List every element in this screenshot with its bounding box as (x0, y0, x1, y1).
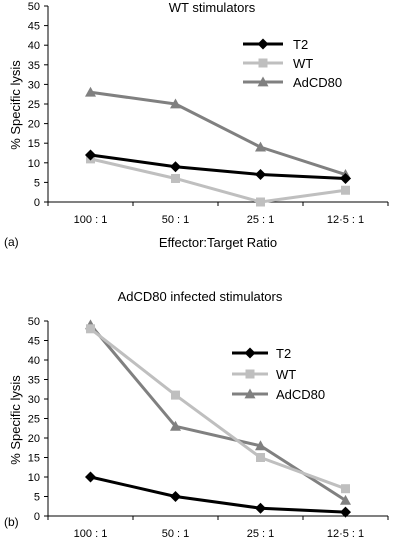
data-point-wt (341, 484, 350, 494)
y-tick-label: 20 (28, 119, 40, 131)
legend-label: T2 (293, 37, 308, 52)
legend-marker (258, 58, 268, 68)
legend-marker (257, 76, 269, 87)
y-tick-label: 35 (28, 375, 40, 387)
x-tick-label: 12·5 : 1 (327, 214, 364, 226)
y-tick-label: 45 (28, 336, 40, 348)
data-point-wt (341, 185, 350, 195)
data-point-adcd80 (255, 141, 266, 152)
data-point-adcd80 (340, 494, 351, 505)
x-tick-label: 100 : 1 (74, 528, 108, 537)
y-tick-label: 35 (28, 60, 40, 72)
y-tick-label: 30 (28, 394, 40, 406)
data-point-t2 (170, 491, 181, 502)
data-point-adcd80 (85, 86, 96, 97)
data-point-wt (256, 453, 265, 462)
legend-label: T2 (276, 346, 291, 361)
chart-1: 0 5 10 15 20 25 30 35 40 45 50 100 : 1 50 : 1 25 : 1 1… (4, 289, 389, 537)
data-point-wt (86, 324, 95, 334)
x-tick-label: 25 : 1 (247, 528, 275, 537)
data-point-wt (256, 197, 265, 207)
panel-label: (a) (4, 235, 19, 249)
chart-title: WT stimulators (169, 0, 256, 15)
series-line-t2 (90, 153, 346, 180)
legend-marker (245, 369, 255, 379)
y-tick-label: 50 (28, 1, 40, 13)
y-tick-label: 15 (28, 453, 40, 465)
data-point-adcd80 (255, 440, 266, 451)
data-point-t2 (340, 172, 351, 184)
legend-label: AdCD80 (293, 75, 342, 90)
y-tick-label: 40 (28, 40, 40, 52)
legend-marker (244, 388, 256, 399)
series-line-t2 (90, 475, 346, 514)
panel-label: (b) (4, 515, 19, 529)
data-point-t2 (170, 161, 181, 173)
data-point-t2 (255, 169, 266, 181)
x-tick-label: 50 : 1 (162, 528, 190, 537)
y-tick-label: 10 (28, 472, 40, 484)
legend-marker (257, 38, 269, 50)
y-tick-label: 40 (28, 355, 40, 367)
x-tick-label: 50 : 1 (162, 214, 190, 226)
legend-label: WT (293, 56, 313, 71)
data-point-wt (171, 173, 180, 183)
data-point-t2 (255, 502, 266, 514)
series-line-adcd80 (90, 90, 346, 176)
x-axis-label: Effector:Target Ratio (159, 235, 277, 250)
y-tick-label: 25 (28, 99, 40, 111)
legend-label: WT (276, 367, 296, 382)
y-tick-label: 15 (28, 138, 40, 150)
y-tick-label: 0 (34, 511, 40, 523)
x-tick-label: 25 : 1 (247, 214, 275, 226)
data-point-t2 (85, 471, 96, 483)
y-tick-label: 25 (28, 414, 40, 426)
data-point-t2 (85, 149, 96, 161)
chart-0: 0 5 10 15 20 25 30 35 40 45 50 100 : 1 50 : 1 25 : 1 1… (4, 0, 389, 250)
y-tick-label: 5 (34, 177, 40, 189)
series-line-wt (89, 327, 347, 491)
data-point-adcd80 (170, 98, 181, 109)
x-tick-label: 12·5 : 1 (327, 528, 364, 537)
y-tick-label: 20 (28, 433, 40, 445)
chart-title: AdCD80 infected stimulators (118, 289, 283, 304)
y-tick-label: 30 (28, 79, 40, 91)
x-tick-label: 100 : 1 (74, 214, 108, 226)
legend-label: AdCD80 (276, 387, 325, 402)
y-tick-label: 50 (28, 316, 40, 328)
y-tick-label: 5 (34, 492, 40, 504)
series-line-wt (90, 157, 346, 204)
legend-marker (244, 347, 256, 359)
y-axis-label: % Specific lysis (8, 375, 23, 465)
y-tick-label: 0 (34, 197, 40, 209)
data-point-t2 (340, 506, 351, 518)
y-axis-label: % Specific lysis (8, 60, 23, 150)
y-tick-label: 10 (28, 158, 40, 170)
data-point-adcd80 (170, 420, 181, 431)
y-tick-label: 45 (28, 21, 40, 33)
data-point-wt (171, 390, 180, 400)
